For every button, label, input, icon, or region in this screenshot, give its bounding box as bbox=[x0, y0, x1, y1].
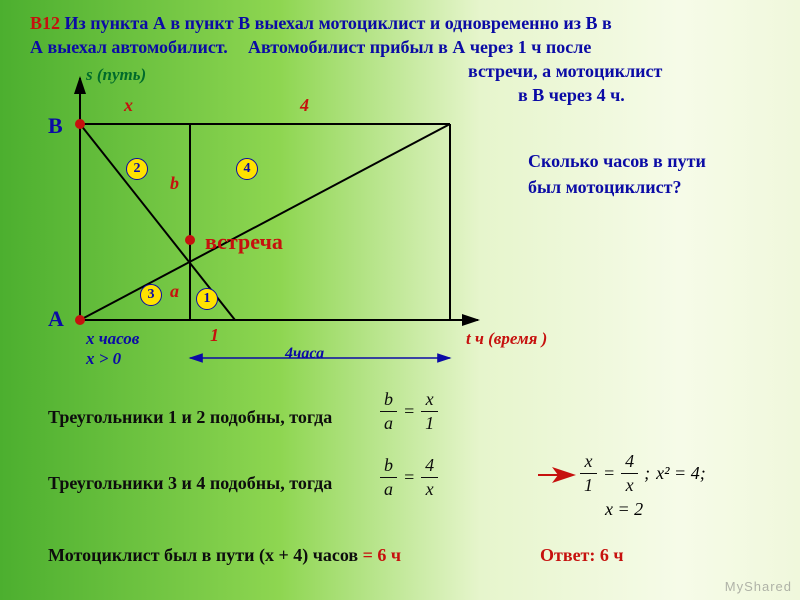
label-meet: встреча bbox=[205, 228, 283, 256]
x-hours: x часов bbox=[86, 328, 139, 349]
label-A: А bbox=[48, 305, 64, 333]
graph-svg bbox=[0, 0, 800, 600]
x-eq-2: x = 2 bbox=[605, 498, 643, 521]
answer-text: Ответ: 6 ч bbox=[540, 544, 624, 567]
proof1-eq: ba = x1 bbox=[380, 388, 438, 434]
tri-label-3: 3 bbox=[140, 284, 162, 306]
combined-eq: x1 = 4x ; x² = 4; bbox=[580, 450, 706, 496]
tri-label-2: 2 bbox=[126, 158, 148, 180]
y-axis-label: s (путь) bbox=[86, 64, 146, 85]
final-text: Мотоциклист был в пути (х + 4) часов = 6… bbox=[48, 544, 401, 567]
seg-x: x bbox=[124, 94, 133, 117]
x-axis-label: t ч (время ) bbox=[466, 328, 547, 349]
proof1-text: Треугольники 1 и 2 подобны, тогда bbox=[48, 406, 332, 429]
watermark: MyShared bbox=[725, 579, 792, 594]
x-positive: x > 0 bbox=[86, 348, 121, 369]
dot-B bbox=[75, 119, 85, 129]
seg-b: b bbox=[170, 172, 179, 195]
tri-label-1: 1 bbox=[196, 288, 218, 310]
seg-4: 4 bbox=[300, 94, 309, 117]
proof2-eq: ba = 4x bbox=[380, 454, 438, 500]
dot-A bbox=[75, 315, 85, 325]
slide-content: В12 Из пункта А в пункт В выехал мотоцик… bbox=[0, 0, 800, 600]
tri-label-4: 4 bbox=[236, 158, 258, 180]
proof2-text: Треугольники 3 и 4 подобны, тогда bbox=[48, 472, 332, 495]
seg-4h: 4часа bbox=[285, 344, 324, 364]
label-B: В bbox=[48, 112, 63, 140]
seg-a: a bbox=[170, 280, 179, 303]
seg-1: 1 bbox=[210, 324, 219, 347]
dot-meet bbox=[185, 235, 195, 245]
